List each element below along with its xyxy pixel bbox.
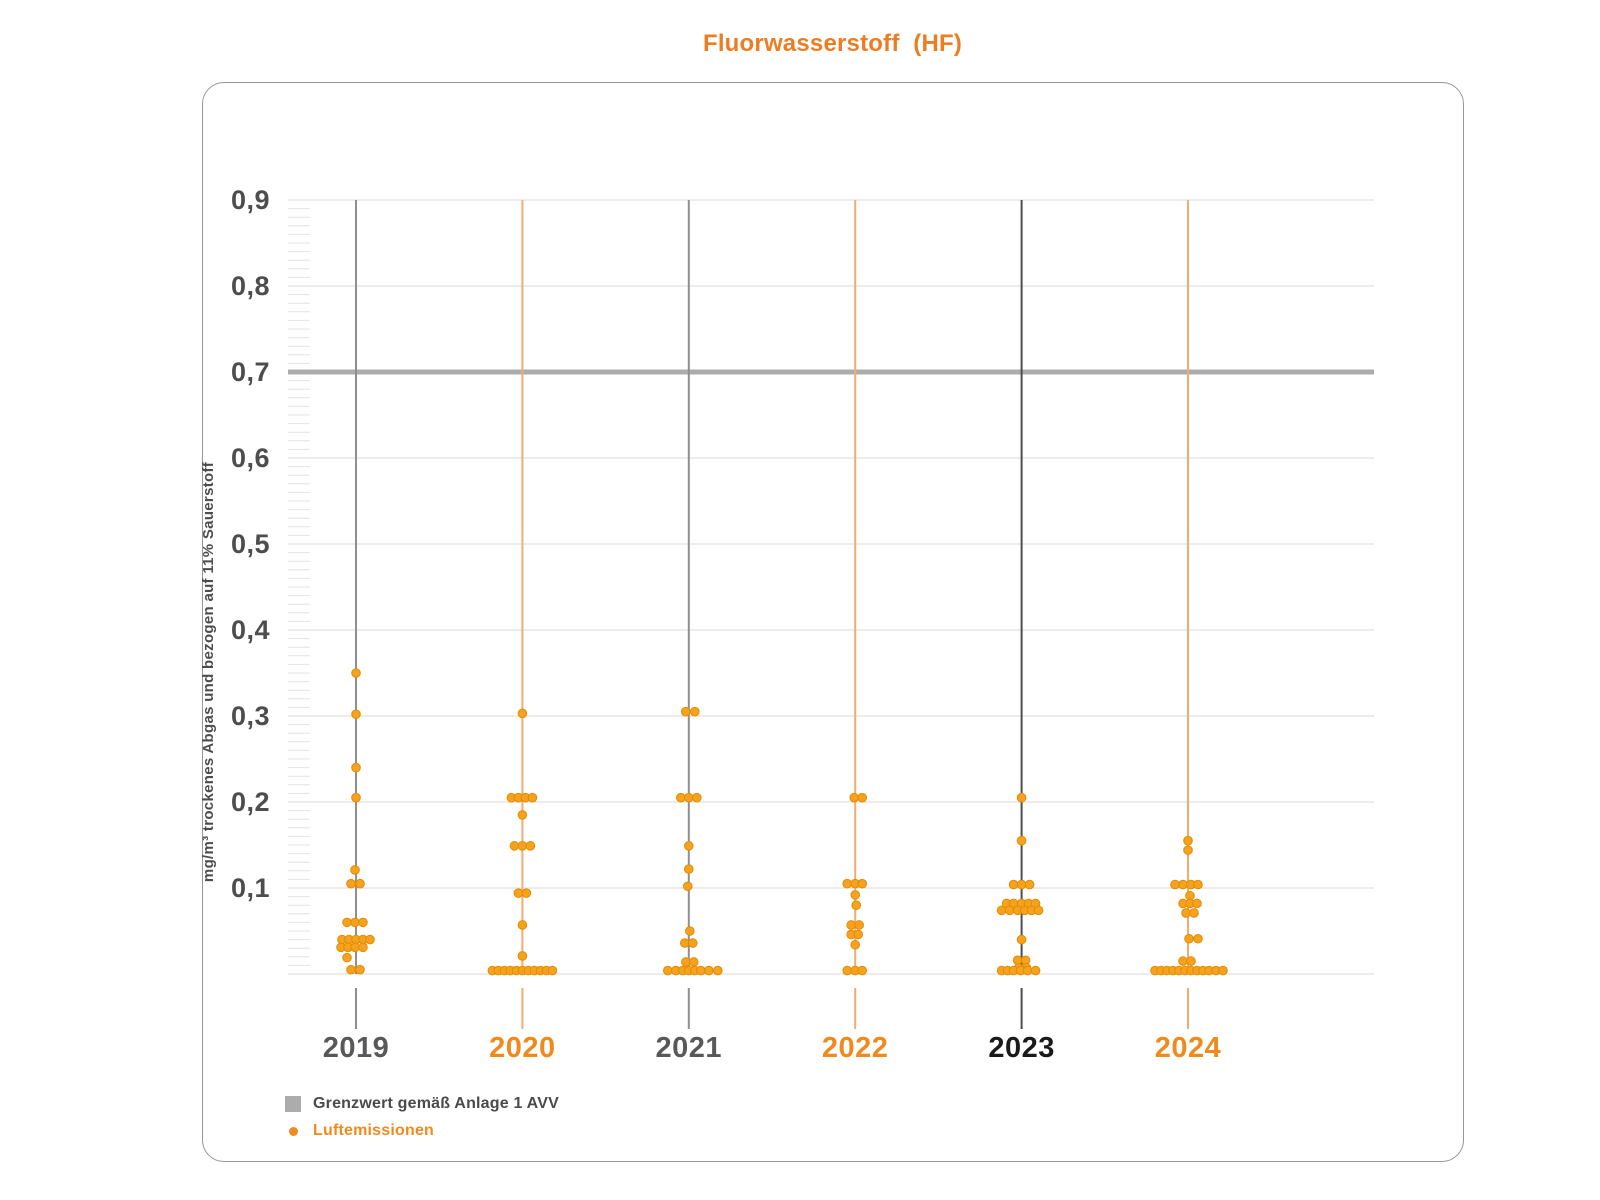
x-label-2021: 2021 [655, 1032, 723, 1064]
y-tick-label: 0,5 [230, 529, 270, 559]
y-tick-label: 0,3 [230, 701, 270, 731]
legend: Grenzwert gemäß Anlage 1 AVV Luftemissio… [285, 1094, 559, 1141]
y-tick-label: 0,8 [230, 271, 270, 301]
y-axis-title: mg/m³ trockenes Abgas und bezogen auf 11… [200, 461, 217, 883]
limit-legend-label: Grenzwert gemäß Anlage 1 AVV [313, 1095, 559, 1112]
x-label-2020: 2020 [489, 1032, 556, 1064]
emissions-swatch-box [285, 1123, 301, 1139]
chart-title: Fluorwasserstoff (HF) [702, 30, 963, 57]
x-label-2019: 2019 [322, 1032, 390, 1064]
legend-row-emissions: Luftemissionen [285, 1121, 559, 1141]
y-tick-label: 0,7 [230, 357, 270, 387]
y-tick-label: 0,1 [230, 873, 270, 903]
chart-card [202, 82, 1464, 1162]
emissions-legend-label: Luftemissionen [313, 1122, 435, 1139]
emissions-dot-swatch-icon [288, 1126, 298, 1136]
limit-swatch-box [285, 1096, 301, 1112]
x-label-2023: 2023 [988, 1032, 1055, 1064]
y-tick-label: 0,4 [230, 615, 270, 645]
legend-row-limit: Grenzwert gemäß Anlage 1 AVV [285, 1094, 559, 1114]
x-label-2024: 2024 [1154, 1032, 1222, 1064]
y-tick-label: 0,2 [230, 787, 270, 817]
y-tick-label: 0,6 [230, 443, 270, 473]
x-label-2022: 2022 [821, 1032, 889, 1064]
y-tick-label: 0,9 [230, 185, 270, 215]
limit-line-swatch-icon [285, 1096, 301, 1112]
